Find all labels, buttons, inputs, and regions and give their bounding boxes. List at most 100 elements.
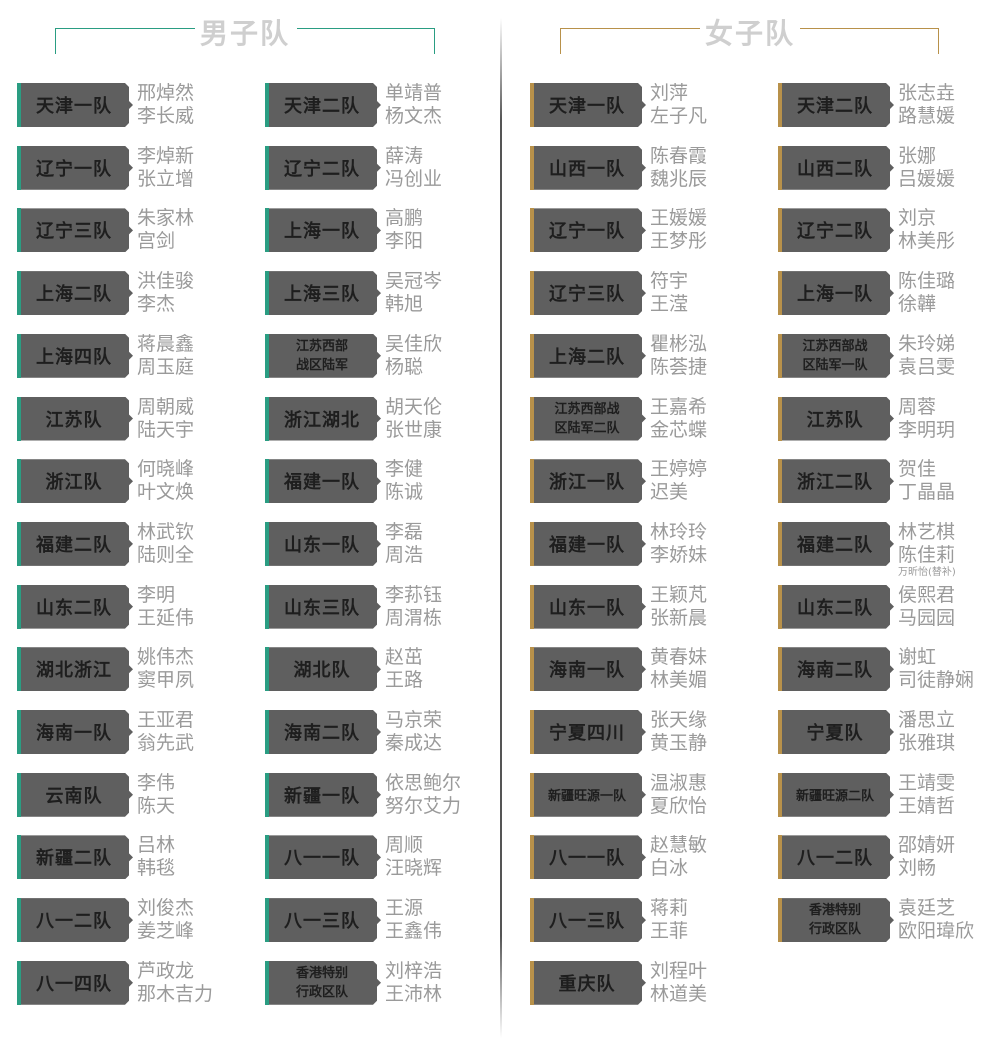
team-name-line: 江苏队: [806, 409, 864, 431]
player-name: 芦政龙: [137, 959, 195, 982]
player-name: 林玲玲: [650, 520, 708, 543]
team-name-line: 八一三队: [549, 911, 625, 933]
player-list: 赵慧敏 白冰: [650, 834, 707, 880]
player-name: 侯熙君: [898, 583, 956, 606]
team-name: 新疆旺源一队: [536, 773, 638, 817]
team-name: 福建二队: [23, 522, 125, 566]
team-badge: 八一三队: [530, 898, 646, 943]
team-badge: 宁夏四川: [530, 710, 646, 754]
badge-shape: [17, 208, 133, 253]
player-name: 周玉庭: [137, 355, 195, 378]
player-name: 周朝威: [137, 395, 195, 418]
badge-shape: [530, 710, 646, 754]
player-name: 王延伟: [137, 606, 195, 629]
badge-accent-bar: [17, 960, 21, 1005]
player-name: 那木吉力: [137, 982, 214, 1005]
team-badge: 八一三队: [265, 898, 381, 943]
substitute-player: 万昕怡(替补): [898, 566, 956, 578]
team-badge: 八一二队: [17, 898, 133, 943]
player-name: 袁吕雯: [898, 355, 956, 378]
team-name-line: 上海一队: [797, 284, 873, 306]
badge-shape: [778, 647, 894, 692]
team-name: 上海二队: [536, 334, 638, 378]
player-list: 刘京 林美彤: [898, 207, 955, 253]
player-list: 王婷婷 迟美: [650, 458, 707, 504]
player-name: 单靖普: [385, 82, 443, 104]
team-badge: 江苏队: [17, 396, 133, 441]
team-name-line: 山西一队: [549, 158, 625, 180]
team-name: 湖北浙江: [23, 647, 125, 691]
badge-shape: [778, 83, 894, 127]
player-name: 赵慧敏: [650, 834, 708, 857]
player-name: 李明: [137, 583, 176, 606]
badge-accent-bar: [265, 396, 269, 441]
player-list: 李伟 陈天: [137, 772, 175, 818]
player-name: 朱玲娣: [898, 332, 956, 355]
player-name: 李明玥: [898, 418, 956, 441]
player-name: 宫剑: [137, 230, 176, 253]
badge-accent-bar: [530, 521, 534, 566]
player-name: 王菲: [650, 920, 689, 943]
player-list: 吕林 韩毯: [137, 834, 175, 880]
team-badge: 湖北队: [265, 647, 381, 692]
team-name-line: 辽宁三队: [36, 221, 112, 243]
player-name: 韩毯: [137, 857, 176, 880]
player-list: 李磊 周浩: [385, 521, 423, 567]
badge-shape: [265, 83, 381, 127]
player-list: 单靖普 杨文杰: [385, 82, 442, 128]
player-name: 何晓峰: [137, 458, 195, 481]
player-name: 邢焯然: [137, 82, 195, 104]
team-name: 辽宁二队: [271, 146, 373, 190]
team-name-line: 福建二队: [797, 534, 873, 556]
player-name: 王梦彤: [650, 230, 708, 253]
center-divider: [500, 18, 502, 1038]
team-badge: 山东三队: [265, 584, 381, 629]
team-name-line: 天津一队: [549, 96, 625, 117]
player-name: 赵茁: [385, 646, 424, 669]
badge-accent-bar: [778, 710, 782, 754]
badge-accent-bar: [265, 584, 269, 629]
team-badge: 福建一队: [530, 521, 646, 566]
team-badge: 江苏西部 战区陆军: [265, 333, 381, 378]
player-list: 吴冠岑 韩旭: [385, 270, 442, 316]
team-name: 江苏西部 战区陆军: [271, 334, 373, 378]
player-name: 温淑惠: [650, 771, 708, 794]
player-list: 何晓峰 叶文焕: [137, 458, 194, 504]
player-list: 王源 王鑫伟: [385, 897, 442, 943]
player-name: 邵婧妍: [898, 834, 956, 857]
player-name: 王路: [385, 669, 424, 692]
team-name-line: 八一一队: [284, 848, 360, 870]
player-name: 迟美: [650, 481, 689, 504]
team-name-line: 香港特别: [295, 965, 348, 981]
player-name: 潘思立: [898, 709, 956, 731]
badge-shape: [265, 584, 381, 629]
team-name-line: 海南一队: [549, 660, 625, 682]
player-name: 姚伟杰: [137, 646, 195, 669]
badge-shape: [530, 208, 646, 253]
badge-shape: [265, 835, 381, 880]
badge-accent-bar: [530, 960, 534, 1005]
team-badge: 上海四队: [17, 333, 133, 378]
team-name-line: 辽宁二队: [797, 221, 873, 243]
player-name: 杨聪: [385, 355, 424, 378]
badge-accent-bar: [265, 271, 269, 316]
player-name: 依思鲍尔: [385, 771, 462, 794]
badge-shape: [17, 835, 133, 880]
player-name: 林道美: [650, 982, 708, 1005]
team-badge: 天津一队: [17, 83, 133, 127]
player-list: 蒋莉 王菲: [650, 897, 688, 943]
team-name-line: 天津二队: [284, 96, 360, 117]
badge-accent-bar: [17, 584, 21, 629]
player-name: 刘萍: [650, 82, 689, 104]
badge-shape: [265, 459, 381, 504]
team-name: 浙江队: [23, 459, 125, 503]
player-name: 刘俊杰: [137, 897, 195, 920]
player-name: 汪晓辉: [385, 857, 443, 880]
team-badge: 福建一队: [265, 459, 381, 504]
player-name: 丁晶晶: [898, 481, 956, 504]
badge-shape: [17, 898, 133, 943]
player-name: 王颖芃: [650, 583, 708, 606]
team-badge: 天津二队: [265, 83, 381, 127]
badge-accent-bar: [778, 396, 782, 441]
team-badge: 天津二队: [778, 83, 894, 127]
